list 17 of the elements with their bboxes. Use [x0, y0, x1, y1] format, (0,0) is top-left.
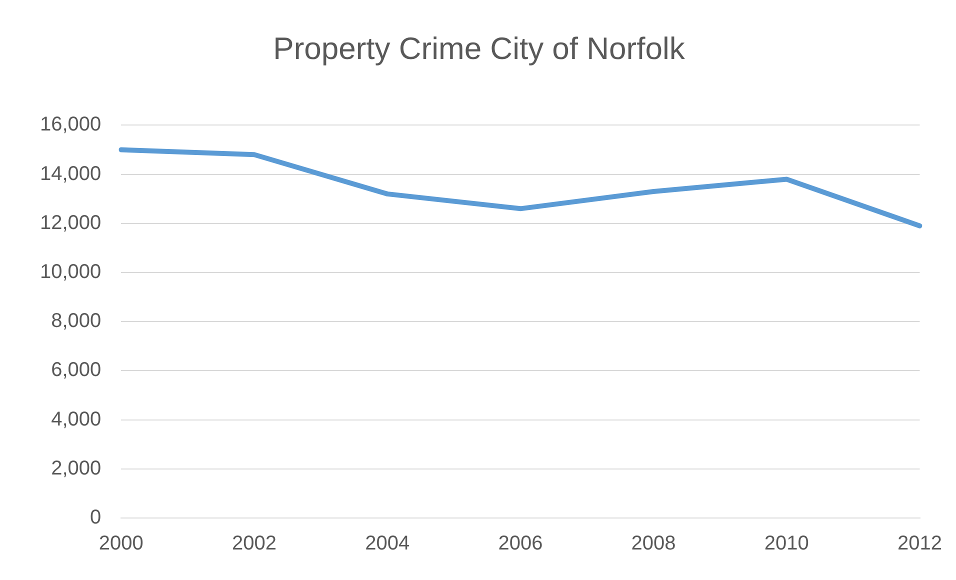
y-tick-label: 12,000	[40, 212, 102, 234]
y-tick-label: 4,000	[51, 408, 102, 430]
x-tick-label: 2004	[365, 532, 410, 555]
x-tick-label: 2000	[98, 532, 144, 555]
y-tick-label: 14,000	[40, 162, 102, 185]
y-tick-label: 6,000	[51, 359, 102, 382]
chart-title: Property Crime City of Norfolk	[273, 31, 686, 66]
x-tick-label: 2002	[232, 532, 277, 555]
y-tick-label: 10,000	[40, 261, 102, 284]
x-tick-label: 2006	[498, 532, 543, 555]
x-tick-label: 2010	[764, 532, 809, 555]
y-tick-label: 16,000	[40, 114, 102, 136]
y-tick-label: 2,000	[51, 457, 102, 480]
y-tick-label: 8,000	[51, 310, 102, 332]
x-tick-label: 2008	[631, 532, 676, 555]
y-tick-label: 0	[90, 506, 102, 529]
x-tick-label: 2012	[898, 532, 942, 555]
